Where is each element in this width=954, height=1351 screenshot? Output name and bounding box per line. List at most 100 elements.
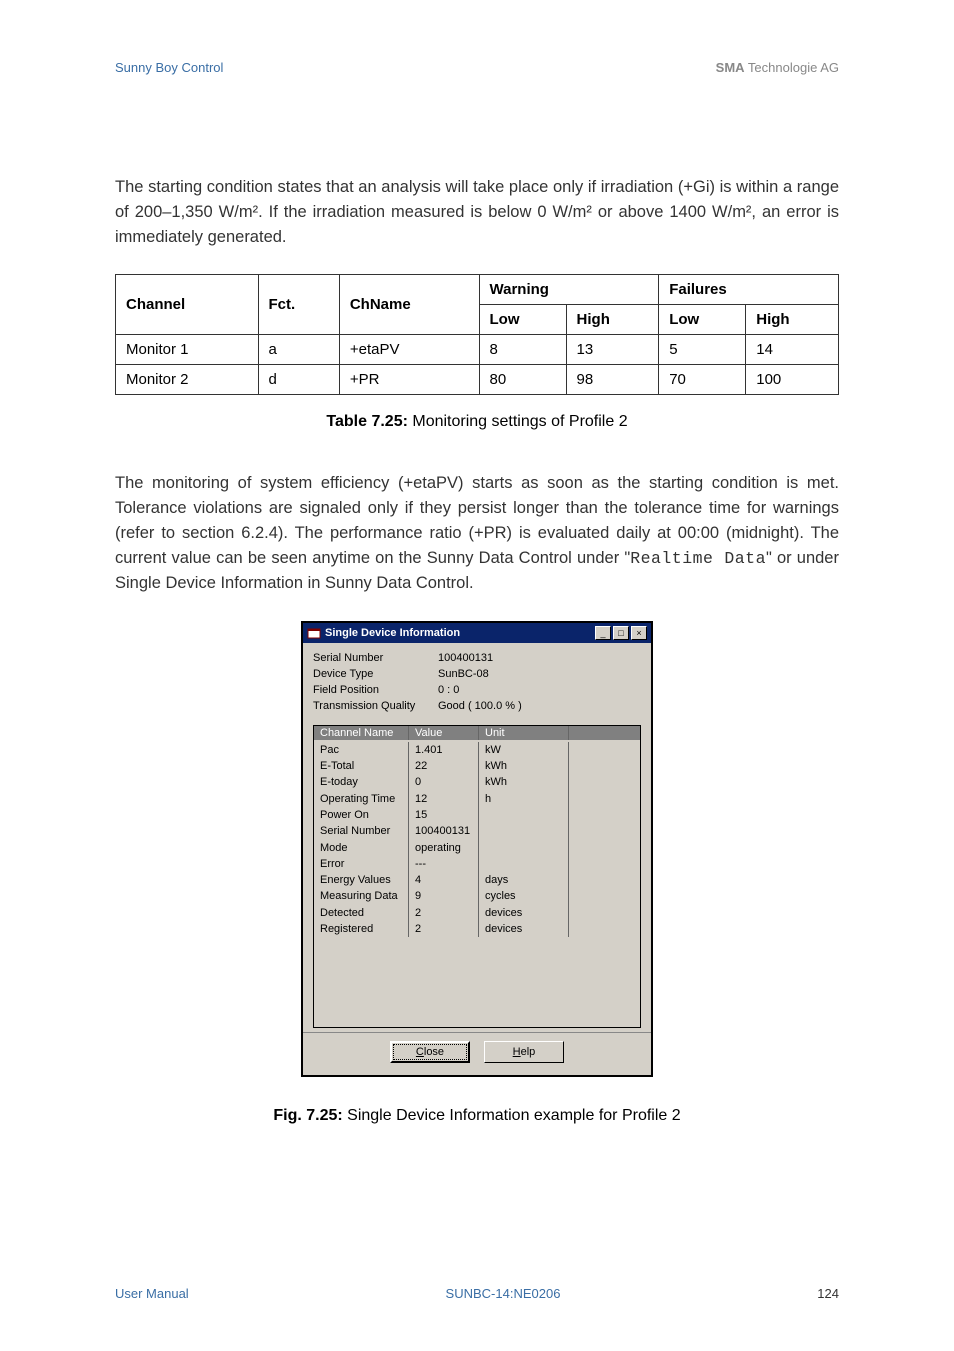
table-header-row-1: Channel Fct. ChName Warning Failures: [116, 275, 839, 305]
ch-name: Energy Values: [314, 872, 409, 888]
header-left: Sunny Boy Control: [115, 60, 223, 75]
ch-unit: days: [479, 872, 569, 888]
info-label: Transmission Quality: [313, 699, 438, 715]
single-device-info-dialog: Single Device Information _ □ × Serial N…: [301, 621, 653, 1077]
maximize-button[interactable]: □: [613, 626, 629, 640]
dialog-titlebar: Single Device Information _ □ ×: [303, 623, 651, 643]
channel-row: Energy Values4days: [314, 872, 640, 888]
table-caption-bold: Table 7.25:: [326, 413, 408, 430]
ch-value: 4: [409, 872, 479, 888]
info-value: Good ( 100.0 % ): [438, 699, 522, 715]
cell-wl: 80: [479, 365, 566, 395]
page-footer: User Manual SUNBC-14:NE0206 124: [115, 1286, 839, 1301]
ch-unit: kW: [479, 742, 569, 758]
cell-name: +PR: [339, 365, 479, 395]
ch-value: 1.401: [409, 742, 479, 758]
cell-channel: Monitor 1: [116, 335, 259, 365]
dialog-footer: Close Help: [303, 1032, 651, 1075]
th-fct: Fct.: [258, 275, 339, 335]
ch-name: Registered: [314, 921, 409, 937]
ch-unit: [479, 856, 569, 872]
ch-th-value: Value: [409, 726, 479, 740]
ch-unit: [479, 807, 569, 823]
page-header: Sunny Boy Control SMA Technologie AG: [115, 60, 839, 75]
th-fail-low: Low: [659, 305, 746, 335]
cell-wh: 98: [566, 365, 659, 395]
info-row: Transmission QualityGood ( 100.0 % ): [313, 699, 641, 715]
footer-left: User Manual: [115, 1286, 189, 1301]
ch-unit: devices: [479, 921, 569, 937]
close-u: C: [416, 1046, 424, 1058]
table-row: Monitor 1 a +etaPV 8 13 5 14: [116, 335, 839, 365]
ch-name: Detected: [314, 905, 409, 921]
cell-name: +etaPV: [339, 335, 479, 365]
cell-fct: a: [258, 335, 339, 365]
ch-th-unit: Unit: [479, 726, 569, 740]
ch-th-name: Channel Name: [314, 726, 409, 740]
info-value: 100400131: [438, 651, 493, 667]
ch-unit: cycles: [479, 888, 569, 904]
dialog-body: Serial Number100400131 Device TypeSunBC-…: [303, 643, 651, 1032]
header-right: SMA Technologie AG: [716, 60, 839, 75]
fig-caption-bold: Fig. 7.25:: [273, 1107, 342, 1124]
footer-right: 124: [817, 1286, 839, 1301]
channel-row: E-Total22kWh: [314, 758, 640, 774]
channel-row: Operating Time12h: [314, 791, 640, 807]
dialog-title-text: Single Device Information: [325, 627, 460, 639]
ch-value: 2: [409, 921, 479, 937]
cell-fl: 5: [659, 335, 746, 365]
ch-unit: kWh: [479, 758, 569, 774]
table-row: Monitor 2 d +PR 80 98 70 100: [116, 365, 839, 395]
cell-fh: 14: [746, 335, 839, 365]
ch-name: Mode: [314, 840, 409, 856]
header-right-bold: SMA: [716, 60, 745, 75]
th-failures: Failures: [659, 275, 839, 305]
ch-name: E-today: [314, 774, 409, 790]
ch-name: Serial Number: [314, 823, 409, 839]
ch-unit: kWh: [479, 774, 569, 790]
info-label: Field Position: [313, 683, 438, 699]
info-value: SunBC-08: [438, 667, 489, 683]
cell-wl: 8: [479, 335, 566, 365]
ch-name: Operating Time: [314, 791, 409, 807]
channel-table: Channel Name Value Unit Pac1.401kWE-Tota…: [313, 725, 641, 1029]
ch-name: Power On: [314, 807, 409, 823]
para2-mono: Realtime Data: [630, 549, 766, 568]
help-button[interactable]: Help: [484, 1041, 564, 1063]
ch-value: operating: [409, 840, 479, 856]
paragraph-1: The starting condition states that an an…: [115, 175, 839, 249]
dialog-title: Single Device Information: [307, 626, 460, 640]
cell-wh: 13: [566, 335, 659, 365]
close-button[interactable]: ×: [631, 626, 647, 640]
th-channel: Channel: [116, 275, 259, 335]
close-dialog-button[interactable]: Close: [390, 1041, 470, 1063]
ch-unit: h: [479, 791, 569, 807]
table-caption: Table 7.25: Monitoring settings of Profi…: [115, 413, 839, 431]
channel-row: Measuring Data9cycles: [314, 888, 640, 904]
paragraph-2: The monitoring of system efficiency (+et…: [115, 471, 839, 596]
minimize-button[interactable]: _: [595, 626, 611, 640]
info-label: Device Type: [313, 667, 438, 683]
th-chname: ChName: [339, 275, 479, 335]
ch-value: 2: [409, 905, 479, 921]
info-label: Serial Number: [313, 651, 438, 667]
window-buttons: _ □ ×: [593, 626, 647, 640]
ch-value: 0: [409, 774, 479, 790]
channel-row: Serial Number100400131: [314, 823, 640, 839]
close-rest: lose: [424, 1046, 444, 1058]
channel-row: Error---: [314, 856, 640, 872]
cell-fct: d: [258, 365, 339, 395]
figure-caption: Fig. 7.25: Single Device Information exa…: [115, 1107, 839, 1125]
channel-row: Pac1.401kW: [314, 742, 640, 758]
cell-fh: 100: [746, 365, 839, 395]
channel-row: Modeoperating: [314, 840, 640, 856]
ch-unit: devices: [479, 905, 569, 921]
help-u: H: [513, 1046, 521, 1058]
ch-value: 15: [409, 807, 479, 823]
ch-name: Measuring Data: [314, 888, 409, 904]
ch-value: 9: [409, 888, 479, 904]
channel-table-header: Channel Name Value Unit: [314, 726, 640, 740]
cell-channel: Monitor 2: [116, 365, 259, 395]
ch-value: 22: [409, 758, 479, 774]
ch-value: ---: [409, 856, 479, 872]
